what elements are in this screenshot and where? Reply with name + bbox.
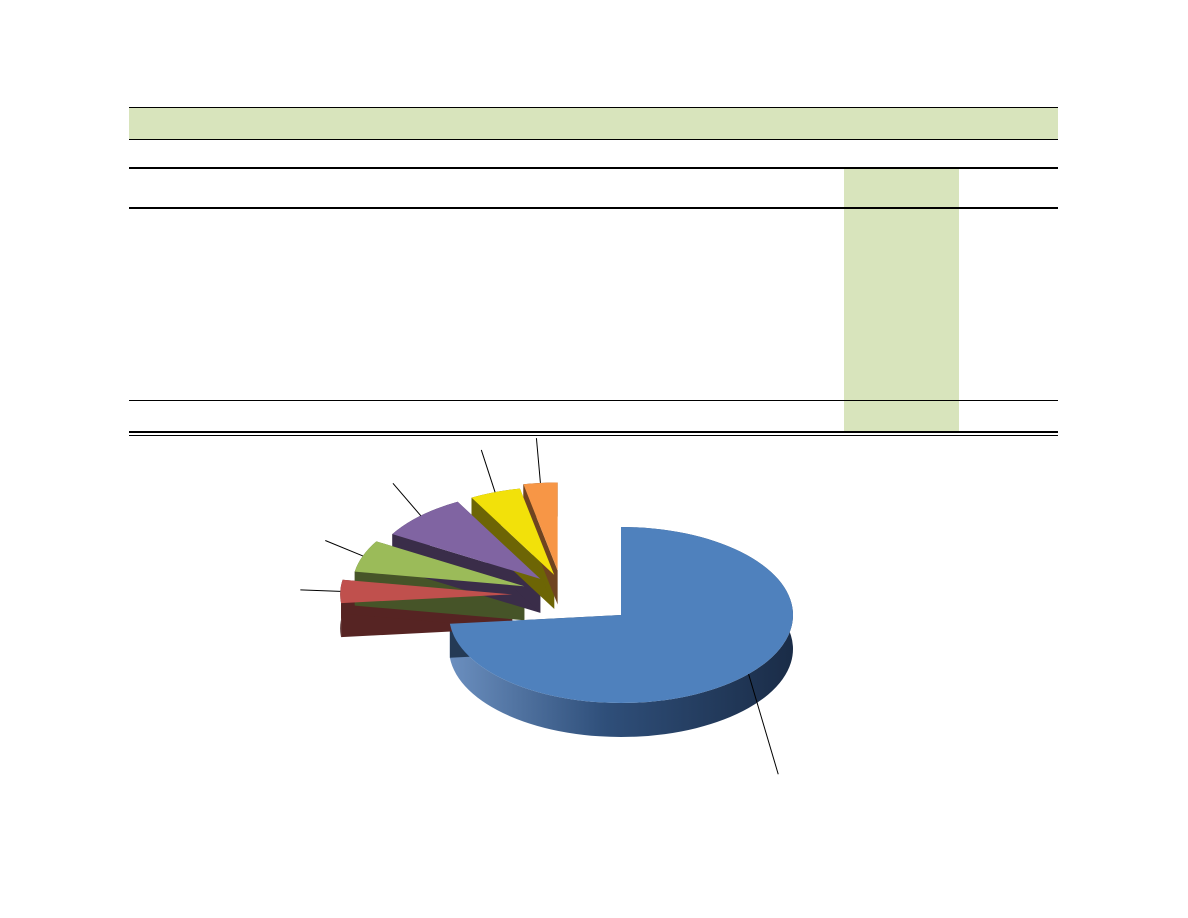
pie-leader-line-4: [392, 483, 422, 517]
pie-slice-1: [449, 527, 793, 703]
data-table: [129, 167, 1058, 437]
pie-slice-5: [471, 488, 555, 575]
table-bottom-rule-2: [129, 435, 1058, 436]
pie-slice-wall-5-1: [471, 497, 555, 609]
highlight-column: [844, 167, 959, 431]
pie-slice-2: [340, 579, 513, 604]
pie-slice-6: [523, 482, 558, 571]
table-top-rule: [129, 167, 1058, 169]
pie-leader-line-3: [325, 540, 364, 557]
table-total-rule: [129, 400, 1058, 401]
pie-tops: [340, 482, 793, 703]
pie-slice-4: [392, 501, 541, 579]
pie-leader-line-1: [748, 673, 779, 775]
table-header-rule: [129, 207, 1058, 209]
pie-leader-line-5: [480, 449, 496, 493]
pie-leader-line-2: [300, 589, 341, 592]
table-bottom-rule-1: [129, 431, 1058, 433]
pie-slice-3: [354, 541, 525, 587]
pie-leader-line-6: [535, 438, 541, 483]
pie-leader-lines: [300, 438, 779, 775]
header-band: [129, 107, 1058, 140]
